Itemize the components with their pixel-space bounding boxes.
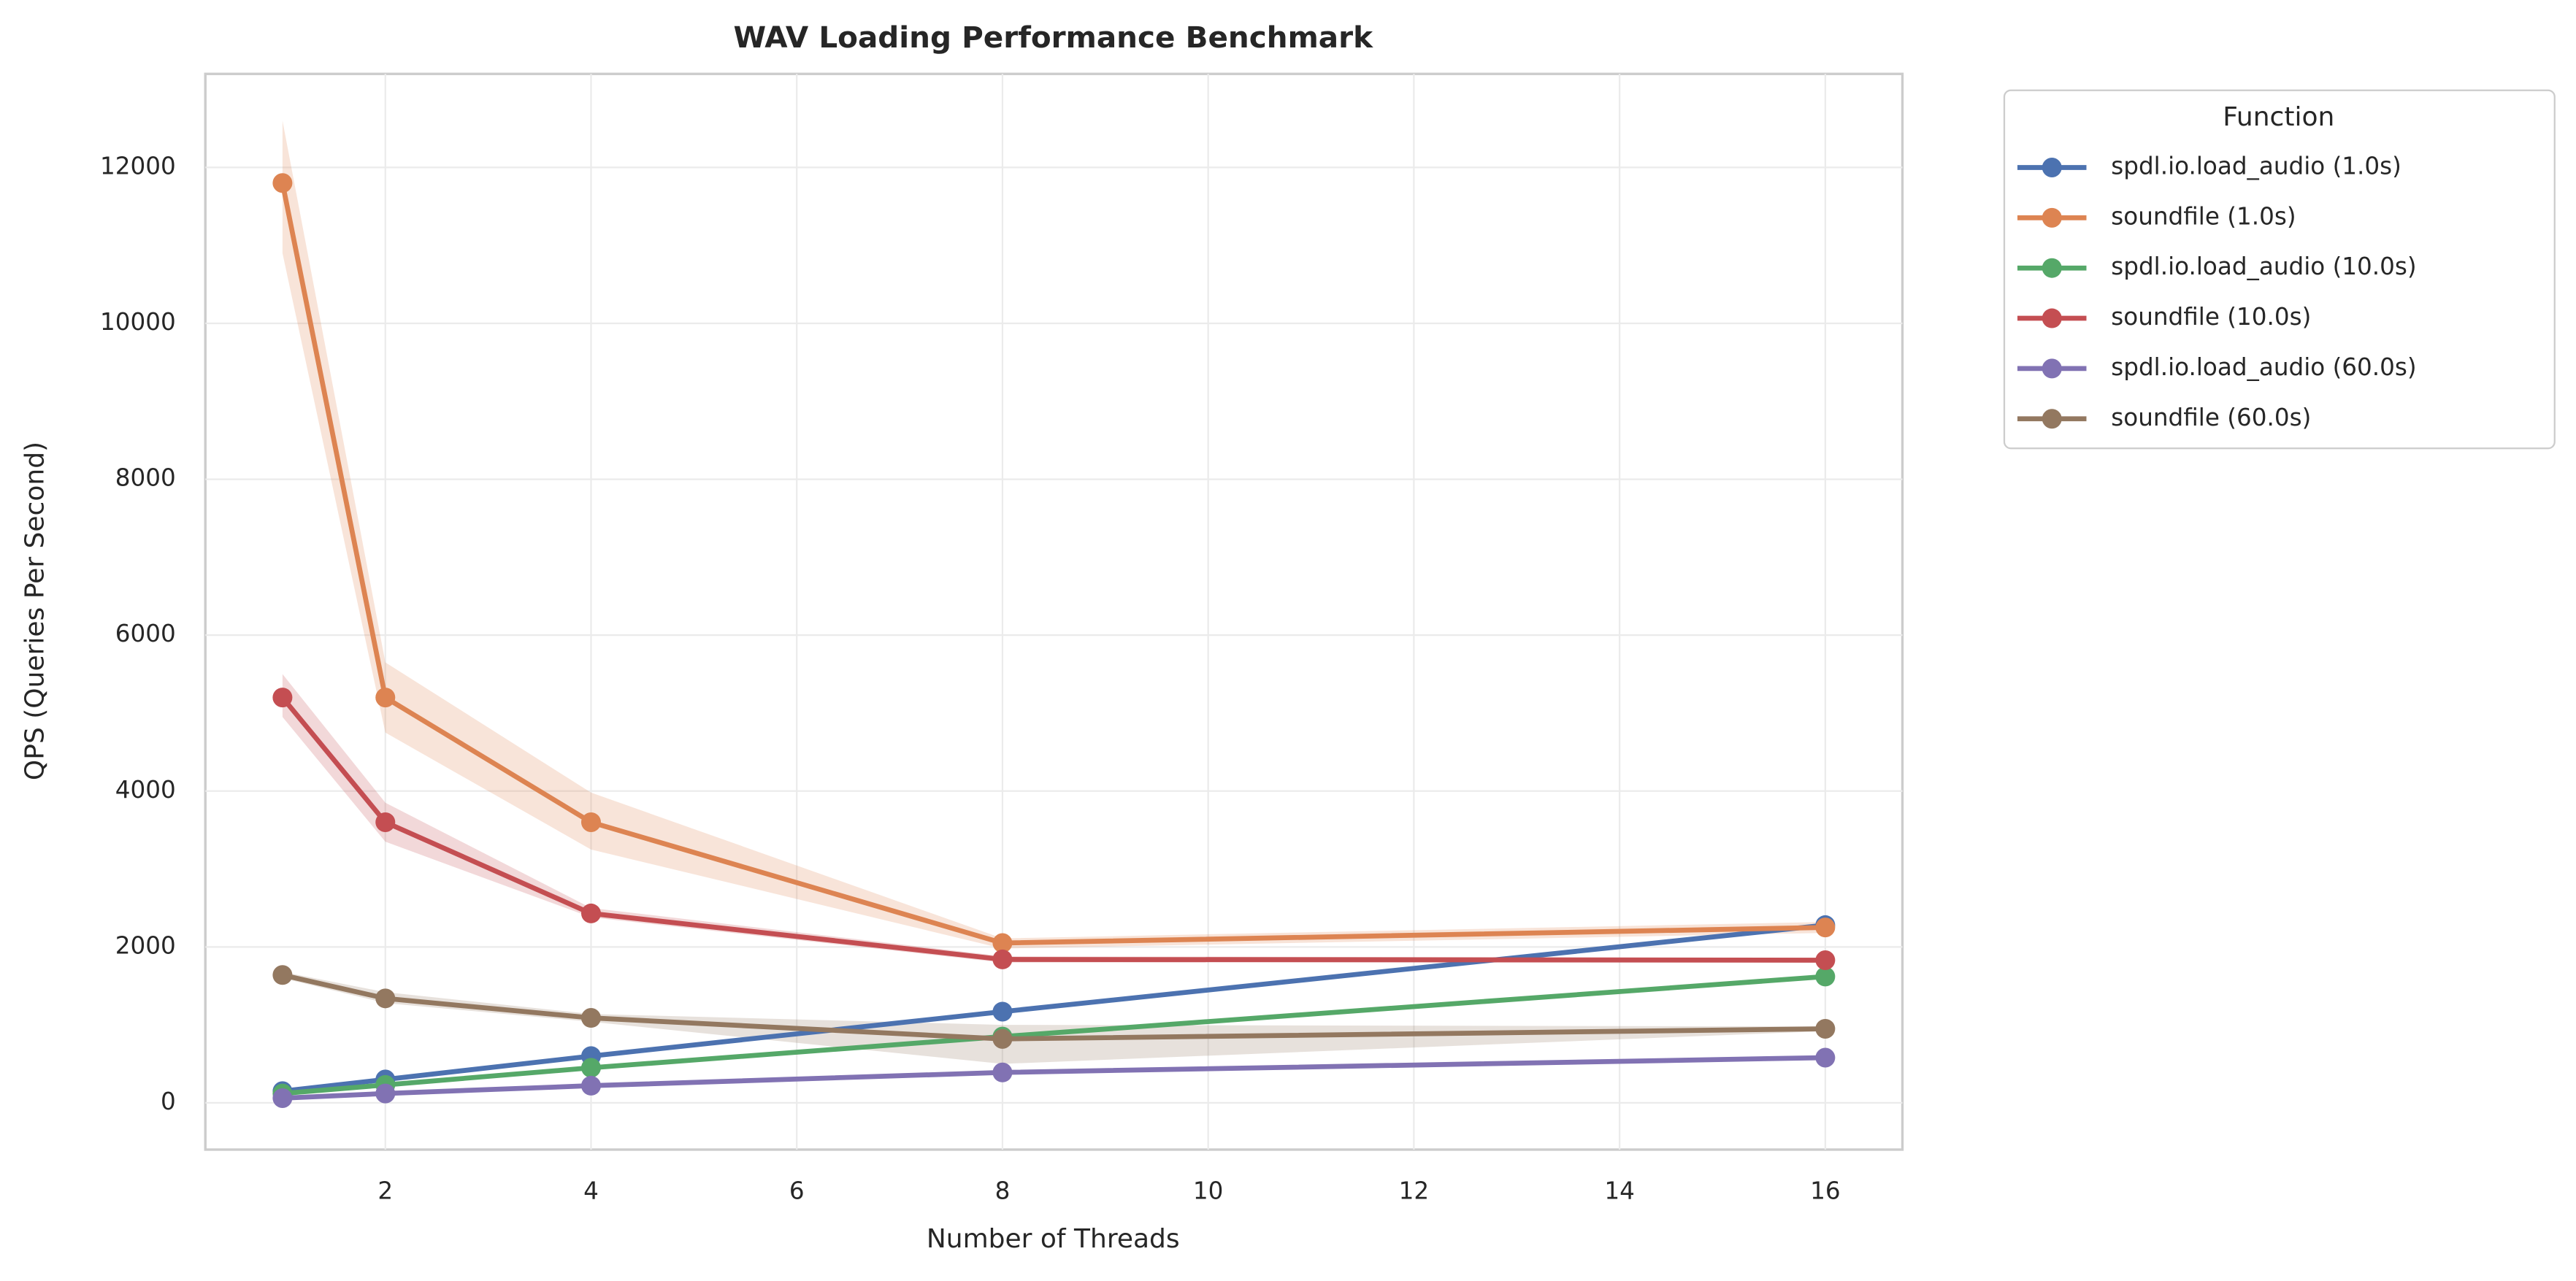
plot (272, 120, 1836, 1109)
legend: spdl.io.load_audio (1.0s) soundfile (1.0s… (2017, 153, 2417, 431)
data-point (272, 1088, 293, 1109)
data-point (375, 812, 396, 832)
legend-label: spdl.io.load_audio (10.0s) (2111, 253, 2416, 280)
data-point (1815, 966, 1836, 987)
data-point (1815, 950, 1836, 970)
data-point (580, 903, 601, 923)
x-tick-label: 14 (1604, 1177, 1635, 1205)
legend-marker (2042, 358, 2062, 379)
x-tick-label: 16 (1810, 1177, 1841, 1205)
data-point (1815, 1018, 1836, 1039)
y-tick-label: 6000 (115, 620, 176, 647)
confidence-band (282, 972, 1825, 1064)
y-tick-label: 12000 (100, 152, 176, 180)
legend-label: spdl.io.load_audio (60.0s) (2111, 353, 2416, 381)
y-tick-label: 10000 (100, 308, 176, 336)
legend-marker (2042, 409, 2062, 429)
chart-title: WAV Loading Performance Benchmark (733, 20, 1373, 55)
data-point (272, 173, 293, 193)
x-tick-label: 8 (995, 1177, 1011, 1205)
grid: 2 4 6 8 10 12 14 16 0 2000 4000 6000 8000 10000 12000 (100, 74, 1903, 1205)
x-tick-label: 2 (377, 1177, 393, 1205)
data-point (992, 1001, 1013, 1022)
data-point (375, 1083, 396, 1104)
legend-label: spdl.io.load_audio (1.0s) (2111, 153, 2401, 180)
data-point (272, 965, 293, 985)
data-point (992, 1062, 1013, 1082)
x-axis-label: Number of Threads (927, 1224, 1180, 1254)
legend-label: soundfile (60.0s) (2111, 404, 2311, 431)
y-tick-label: 2000 (115, 931, 176, 959)
data-point (992, 949, 1013, 969)
data-point (580, 812, 601, 832)
legend-marker (2042, 308, 2062, 328)
legend-marker (2042, 158, 2062, 177)
legend-marker (2042, 207, 2062, 228)
y-axis-label: QPS (Queries Per Second) (20, 442, 50, 780)
legend-marker (2042, 258, 2062, 278)
x-tick-label: 6 (789, 1177, 805, 1205)
data-point (580, 1008, 601, 1028)
legend-label: soundfile (10.0s) (2111, 303, 2311, 331)
data-point (992, 1028, 1013, 1049)
x-tick-label: 12 (1399, 1177, 1430, 1205)
legend-label: soundfile (1.0s) (2111, 202, 2296, 230)
data-point (375, 688, 396, 708)
data-point (1815, 918, 1836, 938)
data-point (580, 1058, 601, 1078)
legend-box (2003, 89, 2556, 450)
data-point (580, 1075, 601, 1096)
data-point (375, 988, 396, 1009)
data-point (272, 688, 293, 708)
y-tick-label: 0 (161, 1088, 176, 1115)
data-point (992, 933, 1013, 953)
x-tick-label: 10 (1193, 1177, 1224, 1205)
legend-title: Function (2223, 102, 2334, 132)
x-tick-label: 4 (583, 1177, 599, 1205)
data-point (1815, 1047, 1836, 1068)
y-tick-label: 8000 (115, 464, 176, 492)
y-tick-label: 4000 (115, 776, 176, 804)
